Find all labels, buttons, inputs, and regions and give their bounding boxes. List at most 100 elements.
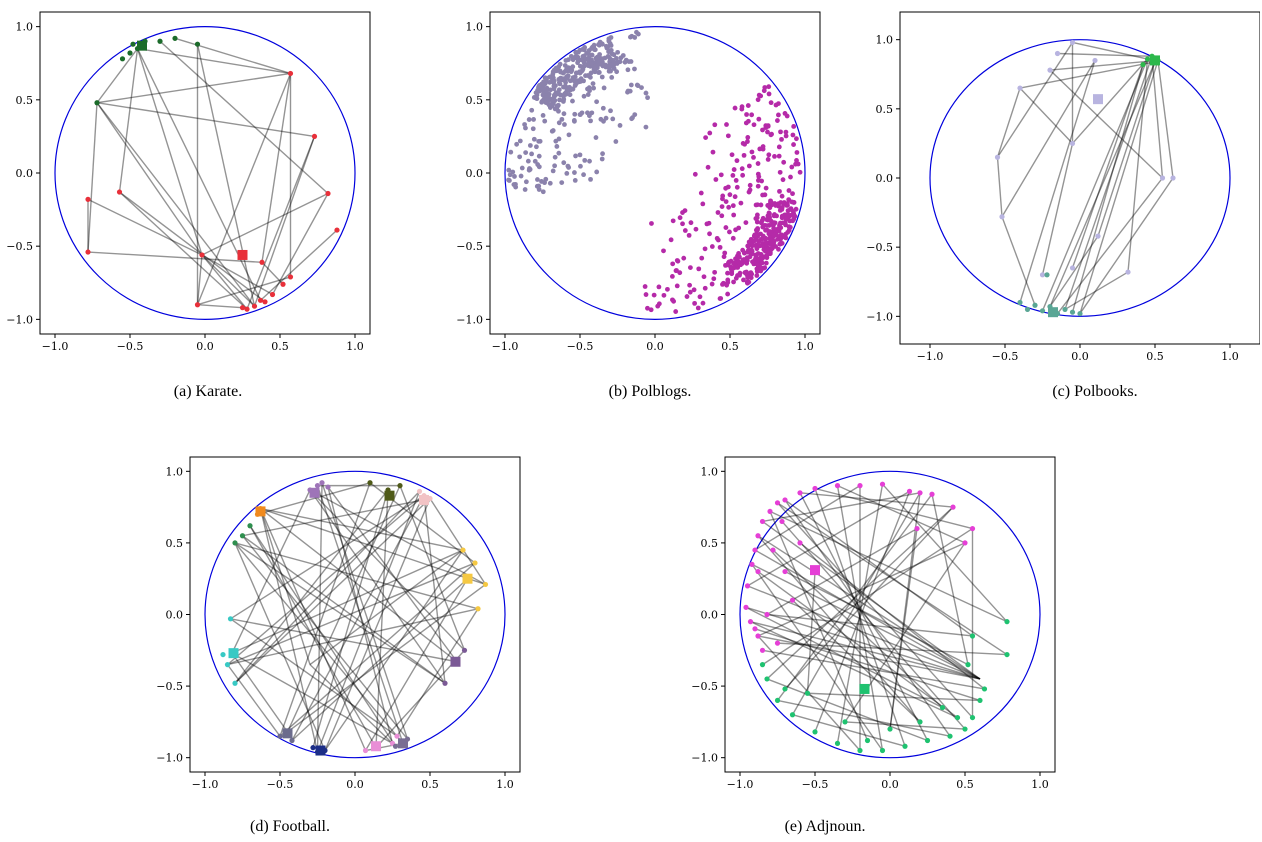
- node-point: [1069, 39, 1076, 46]
- node-point: [769, 246, 774, 252]
- node-point: [552, 154, 558, 160]
- node-point: [571, 118, 577, 123]
- node-point: [770, 547, 776, 553]
- node-point: [513, 181, 518, 187]
- x-tick: −1.0: [917, 344, 944, 363]
- edge-line: [762, 520, 981, 680]
- node-point: [588, 118, 593, 124]
- edge-line: [754, 549, 981, 680]
- node-point: [693, 226, 699, 232]
- node-point: [749, 149, 755, 155]
- node-point: [771, 212, 777, 218]
- node-point: [771, 225, 777, 231]
- y-tick-label: 0.0: [466, 167, 484, 180]
- node-point: [559, 180, 565, 186]
- node-point: [969, 714, 976, 721]
- x-tick-label: 0.5: [721, 340, 739, 353]
- node-point: [596, 70, 601, 75]
- edge-line: [324, 498, 431, 751]
- node-point: [790, 209, 796, 214]
- node-point: [783, 133, 789, 139]
- edge-line: [87, 198, 203, 256]
- y-tick-label: −0.5: [156, 680, 183, 693]
- edge-line: [375, 649, 466, 749]
- edge-line: [96, 102, 256, 307]
- node-point: [747, 187, 753, 193]
- node-point: [804, 690, 811, 696]
- edge-line: [757, 635, 981, 680]
- node-point: [743, 220, 749, 225]
- node-point: [939, 704, 946, 711]
- caption-adjnoun: (e) Adjnoun.: [784, 818, 866, 835]
- node-point: [834, 483, 841, 489]
- node-point: [734, 184, 740, 190]
- y-tick-label: −1.0: [866, 310, 893, 323]
- node-point: [745, 134, 751, 140]
- node-point: [709, 244, 715, 249]
- node-point: [746, 279, 752, 285]
- node-point: [781, 220, 786, 226]
- node-point: [727, 229, 732, 235]
- edge-line: [766, 613, 973, 637]
- node-point: [554, 104, 560, 110]
- node-point: [599, 74, 605, 80]
- node-point: [765, 203, 771, 208]
- node-point: [766, 152, 772, 158]
- node-point: [764, 223, 770, 228]
- node-point: [482, 581, 489, 588]
- edge-line: [996, 42, 1074, 158]
- node-point: [745, 103, 751, 108]
- node-point: [651, 292, 657, 298]
- node-point: [472, 560, 478, 566]
- node-point: [755, 633, 761, 639]
- node-point: [762, 85, 768, 90]
- node-point: [325, 190, 331, 197]
- caption-polblogs: (b) Polblogs.: [608, 383, 692, 400]
- node-point: [755, 533, 761, 539]
- node-point: [730, 172, 736, 178]
- node-point: [194, 41, 201, 47]
- node-point: [773, 102, 779, 108]
- adjnoun-embedding-plot: −1.0 −0.5 0.0 0.5 1.0 1.0 0.5 0.0 −0.5 −1.0: [691, 456, 1056, 791]
- node-point: [1095, 233, 1101, 239]
- node-point: [572, 170, 577, 175]
- node-point: [535, 177, 540, 182]
- node-point: [510, 169, 516, 175]
- node-point: [573, 49, 579, 55]
- node-point: [575, 60, 580, 66]
- node-point: [682, 228, 688, 233]
- node-point: [1017, 85, 1023, 91]
- node-point: [779, 518, 785, 525]
- x-tick: −0.5: [567, 334, 593, 353]
- y-tick: 0.5: [466, 94, 490, 107]
- node-point: [367, 480, 373, 486]
- node-point: [722, 250, 728, 256]
- x-tick-label: −1.0: [917, 350, 944, 363]
- node-point: [721, 254, 727, 260]
- node-point: [812, 485, 818, 492]
- node-point: [536, 153, 542, 159]
- y-tick: −0.5: [691, 680, 725, 693]
- edge-line: [234, 498, 431, 684]
- y-tick-label: 0.5: [876, 103, 894, 116]
- y-tick: 0.0: [166, 609, 190, 622]
- node-point: [668, 237, 674, 243]
- x-tick-label: −1.0: [42, 340, 69, 353]
- node-point: [563, 58, 569, 63]
- edge-line: [327, 486, 394, 744]
- edge-line: [844, 721, 966, 730]
- edge-line: [754, 485, 861, 551]
- edge-line: [201, 254, 273, 296]
- node-point: [602, 55, 608, 61]
- node-point: [518, 173, 524, 179]
- node-point: [709, 281, 715, 287]
- node-point: [751, 154, 756, 160]
- node-point: [754, 261, 760, 267]
- edge-line: [119, 191, 266, 303]
- y-tick: 0.0: [876, 172, 900, 185]
- node-point: [1024, 306, 1031, 313]
- node-point: [289, 737, 295, 744]
- edge-line: [230, 618, 398, 737]
- edge-line: [242, 535, 446, 684]
- node-point: [706, 220, 712, 226]
